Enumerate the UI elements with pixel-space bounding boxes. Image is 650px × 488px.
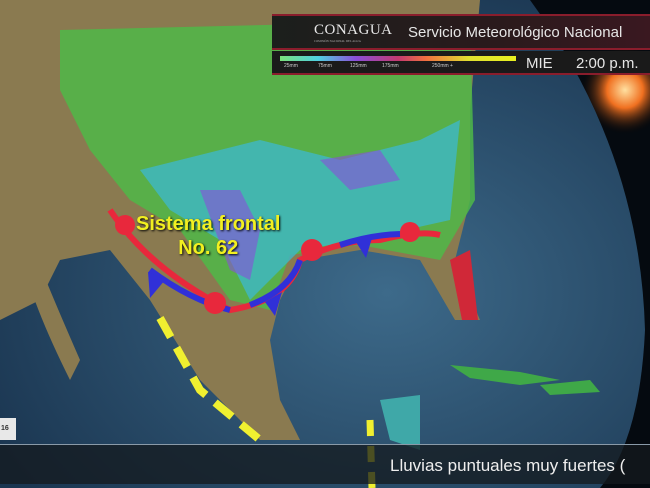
yucatan (380, 395, 420, 450)
cold-front-triangles (148, 238, 372, 316)
legend-tick: 175mm (382, 63, 399, 69)
front-label-line1: Sistema frontal (136, 213, 281, 235)
day-label: MIE (526, 55, 553, 72)
rain-purple (200, 150, 400, 280)
warm-front-semicircles (115, 215, 420, 314)
news-ticker (0, 444, 650, 484)
legend-tick: 75mm (318, 63, 332, 69)
trough-line (156, 316, 263, 444)
legend-bar: 25mm 75mm 125mm 175mm 250mm + MIE 2:00 p… (272, 51, 650, 75)
conagua-logo: CONAGUA COMISIÓN NACIONAL DEL AGUA (314, 22, 393, 43)
caribbean-islands (450, 365, 600, 395)
legend-tick: 250mm + (432, 63, 453, 69)
header-title: Servicio Meteorológico Nacional (408, 24, 623, 41)
precipitation-scale (280, 56, 516, 61)
front-label: Sistema frontal No. 62 (136, 212, 280, 260)
baja-california (20, 240, 80, 380)
legend-tick: 125mm (350, 63, 367, 69)
rain-red (450, 250, 478, 320)
front-label-line2: No. 62 (178, 237, 239, 259)
ticker-text: Lluvias puntuales muy fuertes ( (390, 456, 626, 475)
legend-tick: 25mm (284, 63, 298, 69)
ticker-tag: 16 (0, 418, 16, 440)
time-label: 2:00 p.m. (576, 55, 639, 72)
header-bar: CONAGUA COMISIÓN NACIONAL DEL AGUA Servic… (272, 14, 650, 50)
